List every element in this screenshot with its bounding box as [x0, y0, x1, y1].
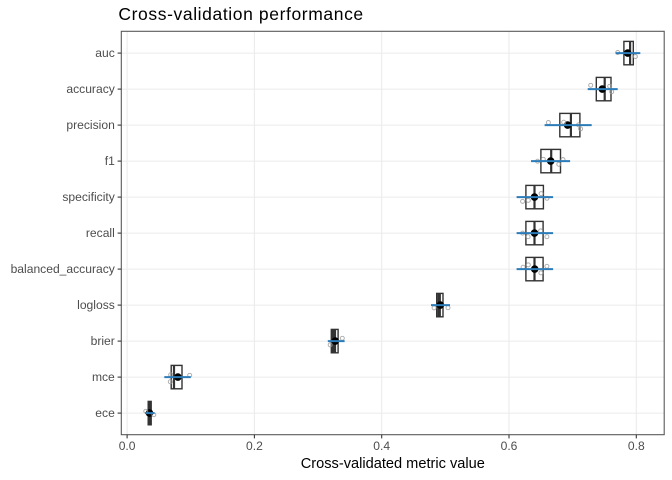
svg-text:0.6: 0.6 — [501, 439, 518, 453]
svg-text:0.4: 0.4 — [373, 439, 390, 453]
svg-text:mce: mce — [92, 370, 115, 384]
svg-text:0.0: 0.0 — [119, 439, 136, 453]
svg-text:brier: brier — [91, 334, 115, 348]
svg-text:ece: ece — [95, 406, 115, 420]
svg-text:accuracy: accuracy — [66, 82, 115, 96]
svg-text:specificity: specificity — [62, 190, 115, 204]
svg-text:0.2: 0.2 — [246, 439, 263, 453]
svg-text:f1: f1 — [105, 154, 115, 168]
svg-text:precision: precision — [66, 118, 114, 132]
svg-text:balanced_accuracy: balanced_accuracy — [11, 262, 116, 276]
svg-text:Cross-validated metric value: Cross-validated metric value — [301, 456, 485, 472]
svg-text:0.8: 0.8 — [628, 439, 645, 453]
svg-text:auc: auc — [95, 46, 115, 60]
svg-text:recall: recall — [86, 226, 115, 240]
svg-text:Cross-validation performance: Cross-validation performance — [118, 4, 363, 24]
svg-text:logloss: logloss — [77, 298, 115, 312]
